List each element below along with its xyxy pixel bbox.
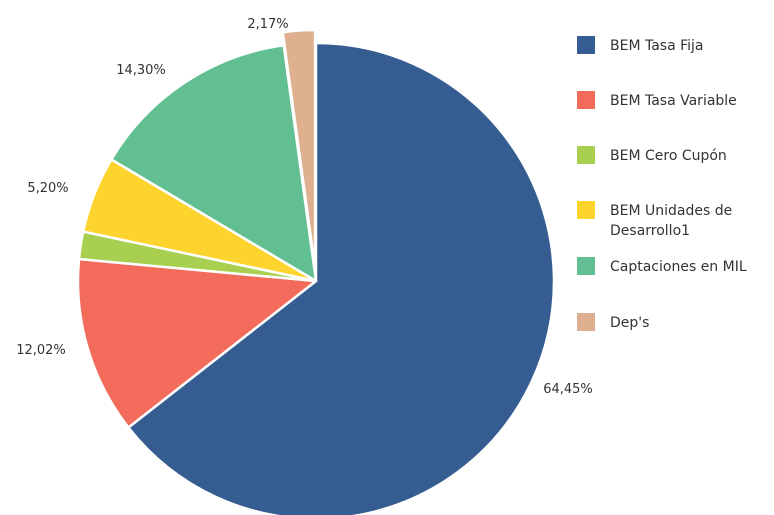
legend-item-bem-tasa-fija: BEM Tasa Fija bbox=[577, 36, 704, 54]
data-label-dep-s: 2,17% bbox=[247, 17, 288, 32]
legend-label: Dep's bbox=[610, 315, 649, 331]
legend-label: BEM Unidades de bbox=[610, 203, 732, 219]
legend-item-bem-unidades-de-desarrollo1: BEM Unidades de Desarrollo1 bbox=[577, 201, 732, 239]
pie-slice-dep-s bbox=[281, 28, 317, 270]
legend-item-bem-tasa-variable: BEM Tasa Variable bbox=[577, 91, 737, 109]
legend-label: BEM Tasa Fija bbox=[610, 38, 704, 54]
legend-label: BEM Tasa Variable bbox=[610, 93, 737, 109]
legend-swatch bbox=[577, 201, 595, 219]
legend-swatch bbox=[577, 91, 595, 109]
legend-label: BEM Cero Cupón bbox=[610, 148, 727, 164]
data-label-bem-tasa-fija: 64,45% bbox=[543, 382, 593, 397]
legend-label: Desarrollo1 bbox=[610, 223, 690, 239]
pie-slices bbox=[76, 28, 556, 515]
legend-label: Captaciones en MIL bbox=[610, 259, 747, 275]
legend-swatch bbox=[577, 36, 595, 54]
pie-slice-captaciones-en-mil bbox=[110, 43, 318, 283]
data-label-captaciones-en-mil: 14,30% bbox=[116, 63, 166, 78]
pie-slice-bem-tasa-variable bbox=[76, 257, 318, 429]
legend-swatch bbox=[577, 146, 595, 164]
legend-swatch bbox=[577, 257, 595, 275]
data-label-bem-tasa-variable: 12,02% bbox=[16, 343, 66, 358]
data-label-bem-unidades-de-desarrollo1: 5,20% bbox=[27, 181, 68, 196]
legend-item-dep-s: Dep's bbox=[577, 313, 649, 331]
legend-item-bem-cero-cup-n: BEM Cero Cupón bbox=[577, 146, 727, 164]
pie-slice-bem-tasa-fija bbox=[127, 41, 556, 515]
pie-data-labels: 64,45% 12,02% 5,20% 14,30% 2,17% bbox=[16, 17, 593, 397]
legend-item-captaciones-en-mil: Captaciones en MIL bbox=[577, 257, 747, 275]
legend-swatch bbox=[577, 313, 595, 331]
legend: BEM Tasa Fija BEM Tasa Variable BEM Cero C… bbox=[577, 36, 747, 331]
